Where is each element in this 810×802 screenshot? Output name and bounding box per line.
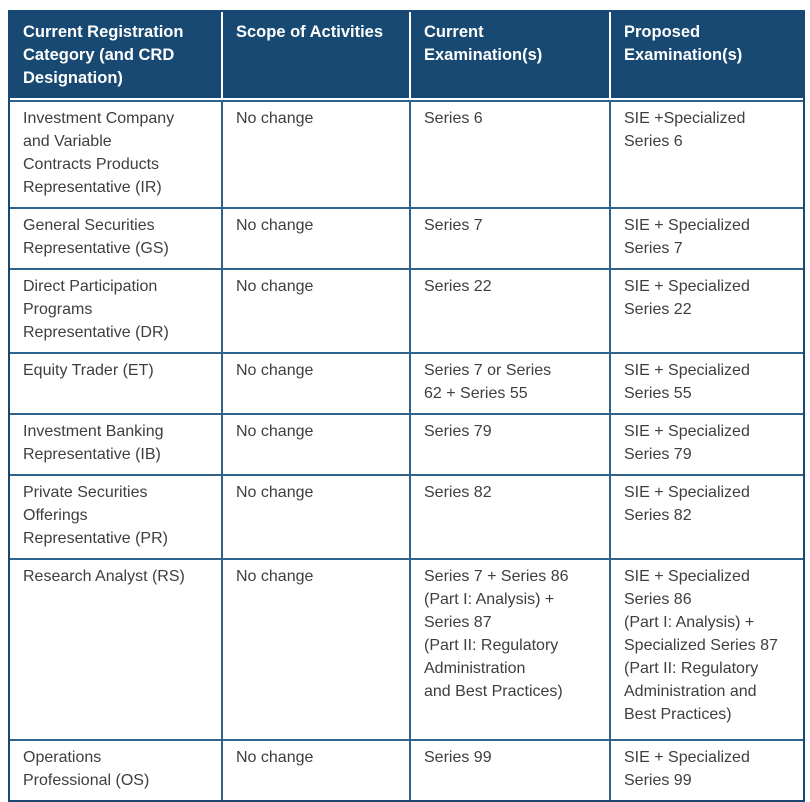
cell-category: Research Analyst (RS) [10, 560, 223, 741]
column-header-scope: Scope of Activities [223, 12, 411, 100]
cell-current-exams: Series 7 or Series 62 + Series 55 [411, 354, 611, 415]
cell-current-exams: Series 99 [411, 741, 611, 800]
table-body: Investment Company and Variable Contract… [10, 100, 803, 800]
cell-proposed-exams: SIE + Specialized Series 7 [611, 209, 803, 270]
cell-scope: No change [223, 270, 411, 354]
cell-proposed-exams: SIE + Specialized Series 22 [611, 270, 803, 354]
cell-current-exams: Series 79 [411, 415, 611, 476]
cell-category: Direct Participation Programs Representa… [10, 270, 223, 354]
table-row: Direct Participation Programs Representa… [10, 270, 803, 354]
cell-proposed-exams: SIE + Specialized Series 55 [611, 354, 803, 415]
column-header-category: Current Registration Category (and CRD D… [10, 12, 223, 100]
table-row: General Securities Representative (GS) N… [10, 209, 803, 270]
cell-current-exams: Series 7 + Series 86 (Part I: Analysis) … [411, 560, 611, 741]
table-row: Private Securities Offerings Representat… [10, 476, 803, 560]
table-header: Current Registration Category (and CRD D… [10, 12, 803, 100]
table-row: Equity Trader (ET) No change Series 7 or… [10, 354, 803, 415]
cell-scope: No change [223, 476, 411, 560]
cell-current-exams: Series 22 [411, 270, 611, 354]
header-row: Current Registration Category (and CRD D… [10, 12, 803, 100]
cell-scope: No change [223, 354, 411, 415]
cell-scope: No change [223, 100, 411, 209]
table-row: Investment Company and Variable Contract… [10, 100, 803, 209]
table-row: Operations Professional (OS) No change S… [10, 741, 803, 800]
table-row: Investment Banking Representative (IB) N… [10, 415, 803, 476]
cell-proposed-exams: SIE + Specialized Series 82 [611, 476, 803, 560]
cell-scope: No change [223, 209, 411, 270]
document-page: Current Registration Category (and CRD D… [8, 10, 805, 802]
cell-scope: No change [223, 560, 411, 741]
cell-category: Investment Company and Variable Contract… [10, 100, 223, 209]
cell-category: General Securities Representative (GS) [10, 209, 223, 270]
cell-scope: No change [223, 741, 411, 800]
column-header-current-exams: Current Examination(s) [411, 12, 611, 100]
registration-examinations-table: Current Registration Category (and CRD D… [8, 10, 805, 802]
cell-current-exams: Series 6 [411, 100, 611, 209]
cell-category: Investment Banking Representative (IB) [10, 415, 223, 476]
cell-proposed-exams: SIE + Specialized Series 79 [611, 415, 803, 476]
cell-category: Private Securities Offerings Representat… [10, 476, 223, 560]
column-header-proposed-exams: Proposed Examination(s) [611, 12, 803, 100]
cell-category: Equity Trader (ET) [10, 354, 223, 415]
cell-proposed-exams: SIE + Specialized Series 99 [611, 741, 803, 800]
table-row: Research Analyst (RS) No change Series 7… [10, 560, 803, 741]
cell-proposed-exams: SIE +Specialized Series 6 [611, 100, 803, 209]
cell-current-exams: Series 7 [411, 209, 611, 270]
cell-scope: No change [223, 415, 411, 476]
cell-proposed-exams: SIE + Specialized Series 86 (Part I: Ana… [611, 560, 803, 741]
cell-current-exams: Series 82 [411, 476, 611, 560]
cell-category: Operations Professional (OS) [10, 741, 223, 800]
